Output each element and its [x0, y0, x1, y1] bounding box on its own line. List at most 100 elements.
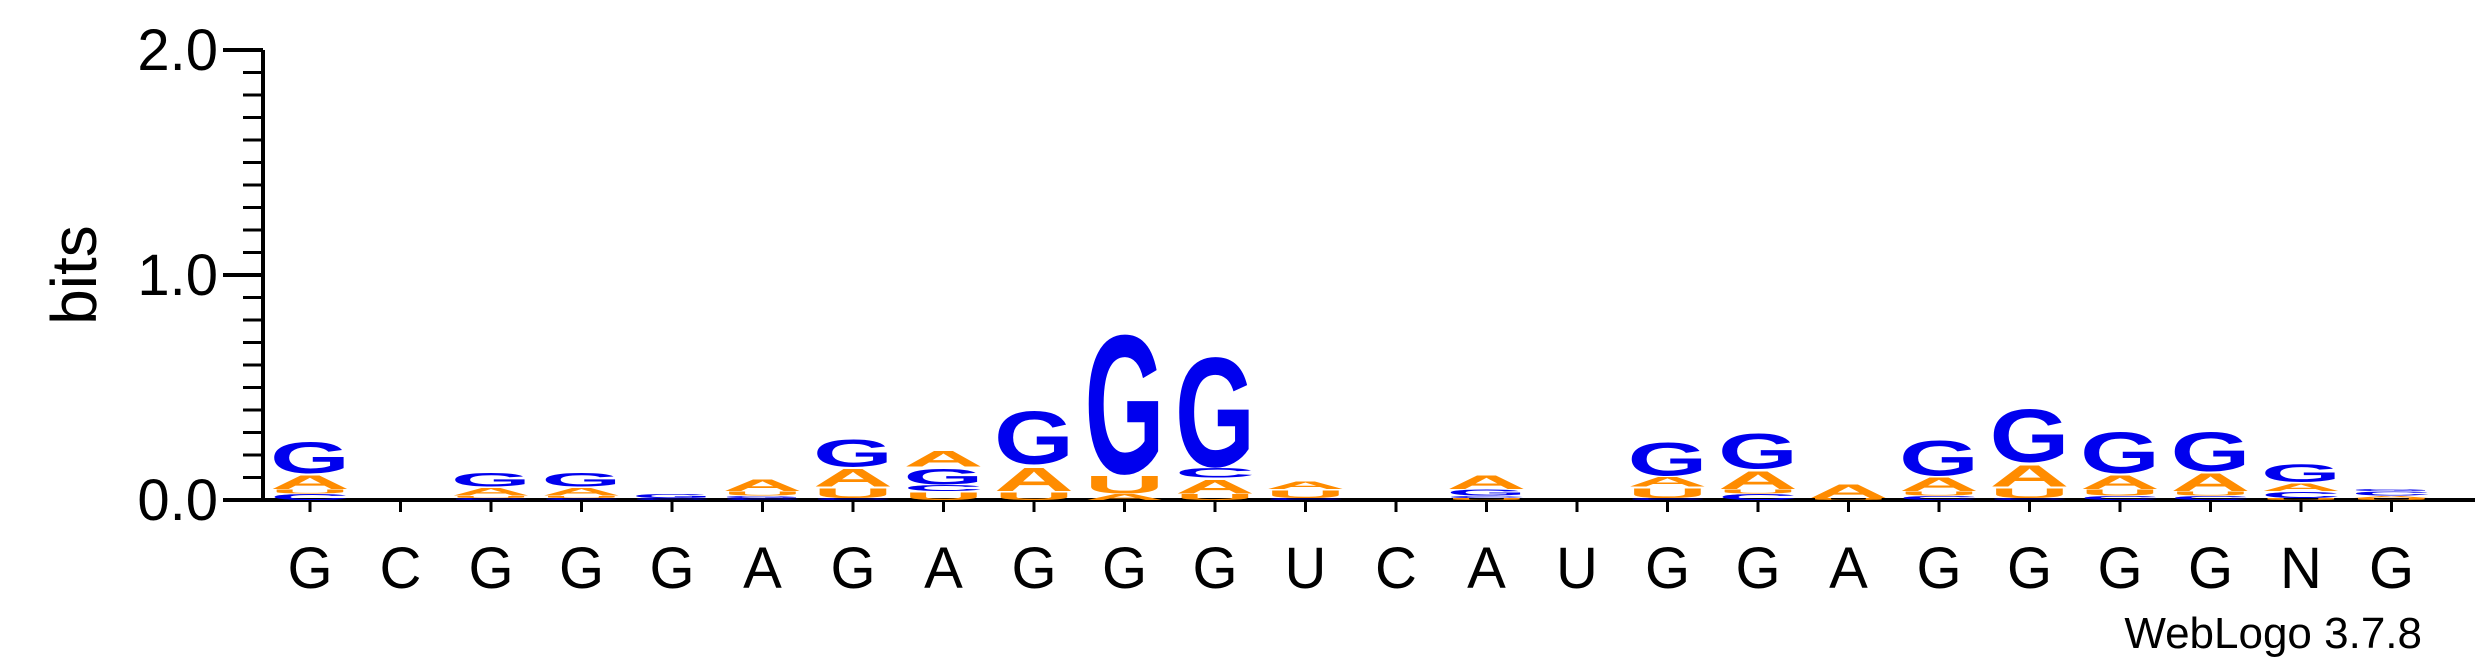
logo-letter-u: U: [1085, 471, 1165, 499]
x-tick-label: U: [1285, 536, 1327, 601]
logo-letter-a: A: [1899, 473, 1979, 495]
x-tick-label: N: [2280, 536, 2322, 601]
logo-letter-a: A: [1990, 459, 2070, 493]
logo-letter-a: A: [1809, 480, 1889, 502]
logo-letter-c: C: [813, 497, 893, 500]
logo-letter-u: U: [2261, 497, 2341, 500]
logo-letter-c: C: [1899, 495, 1979, 501]
x-tick-label: C: [380, 536, 422, 601]
logo-letter-a: A: [270, 471, 350, 493]
logo-letter-g: G: [1447, 488, 1527, 497]
logo-letter-a: A: [1084, 492, 1164, 501]
x-tick-label: G: [2369, 536, 2414, 601]
logo-letter-c: C: [451, 497, 531, 500]
x-tick-label: G: [649, 536, 694, 601]
logo-letter-a: A: [2261, 481, 2341, 493]
logo-letter-c: C: [1266, 497, 1346, 500]
logo-letter-c: C: [632, 497, 712, 500]
x-tick-label: A: [1467, 536, 1506, 601]
x-tick-label: G: [1011, 536, 1056, 601]
logo-letter-a: A: [2080, 471, 2160, 493]
x-tick-label: G: [559, 536, 604, 601]
logo-letter-u: U: [813, 485, 893, 501]
y-axis-label: bits: [38, 225, 110, 325]
logo-letter-g: G: [1718, 424, 1798, 480]
logo-letter-g: G: [2080, 420, 2160, 486]
logo-letter-a: A: [1447, 471, 1527, 493]
y-tick-label: 1.0: [137, 243, 218, 308]
x-tick-label: G: [2007, 536, 2052, 601]
logo-letter-g: G: [994, 396, 1074, 480]
logo-letter-c: C: [2261, 490, 2341, 499]
logo-letter-a: A: [1175, 476, 1255, 498]
weblogo-credit: WebLogo 3.7.8: [2124, 609, 2422, 658]
logo-letter-u: U: [451, 495, 531, 498]
x-tick-label: G: [1916, 536, 1961, 601]
logo-letter-u: U: [270, 488, 350, 494]
logo-letter-g: G: [2171, 420, 2251, 483]
logo-letter-u: U: [1989, 485, 2069, 501]
y-tick-label: 2.0: [137, 18, 218, 83]
logo-letter-g: G: [270, 432, 350, 482]
logo-letter-u: U: [542, 495, 622, 498]
logo-letter-a: A: [541, 485, 621, 497]
logo-letter-a: A: [1265, 479, 1345, 491]
x-tick-label: G: [468, 536, 513, 601]
logo-letter-c: C: [1990, 497, 2070, 500]
logo-letter-c: C: [1447, 495, 1527, 498]
logo-letter-c: C: [2171, 495, 2251, 501]
logo-letter-u: U: [903, 490, 983, 502]
logo-letter-c: C: [542, 497, 622, 500]
logo-letter-g: G: [2261, 459, 2341, 487]
logo-letter-g: G: [1990, 394, 2070, 478]
logo-letter-g: G: [1628, 433, 1708, 486]
logo-letter-g: G: [1175, 326, 1255, 501]
logo-letter-a: A: [1627, 474, 1707, 490]
x-tick-label: C: [1375, 536, 1417, 601]
logo-letter-c: C: [270, 492, 350, 501]
logo-letter-g: G: [451, 469, 531, 491]
x-tick-label: G: [1645, 536, 1690, 601]
logo-letter-u: U: [2171, 490, 2251, 496]
y-tick-label: 0.0: [137, 468, 218, 533]
logo-letter-u: U: [1809, 497, 1889, 500]
logo-letter-g: G: [1085, 295, 1165, 516]
logo-letter-g: G: [813, 432, 893, 475]
logo-letter-g: G: [2352, 489, 2432, 492]
logo-letter-g: G: [904, 464, 984, 489]
logo-letter-c: C: [723, 497, 803, 500]
x-tick-label: G: [1735, 536, 1780, 601]
logo-letter-c: C: [1628, 497, 1708, 500]
logo-letter-g: G: [542, 469, 622, 491]
x-tick-label: G: [1102, 536, 1147, 601]
logo-letter-c: C: [1718, 492, 1798, 501]
x-tick-label: A: [924, 536, 963, 601]
logo-letter-a: A: [904, 446, 984, 471]
logo-letter-a: A: [2352, 495, 2432, 498]
logo-letter-c: C: [903, 483, 983, 492]
logo-letter-a: A: [1718, 466, 1798, 494]
logo-letter-g: G: [723, 495, 803, 498]
logo-letter-a: A: [723, 476, 803, 495]
x-tick-label: G: [2188, 536, 2233, 601]
x-tick-label: U: [1556, 536, 1598, 601]
logo-letter-u: U: [2352, 497, 2432, 500]
logo-letter-a: A: [2171, 468, 2251, 496]
logo-letter-u: U: [723, 490, 803, 496]
x-tick-label: A: [1829, 536, 1868, 601]
x-tick-label: G: [1192, 536, 1237, 601]
y-ticks: 0.0 1.0 2.0: [137, 18, 263, 533]
logo-letter-u: U: [2080, 488, 2160, 497]
logo-letter-c: C: [2080, 495, 2160, 501]
x-tick-label: G: [2097, 536, 2142, 601]
logo-letter-g: G: [632, 493, 712, 499]
x-tick-label: A: [743, 536, 782, 601]
logo-letter-u: U: [1718, 488, 1798, 494]
logo-letter-u: U: [1265, 488, 1345, 500]
x-tick-label: G: [830, 536, 875, 601]
logo-letter-c: C: [1175, 465, 1255, 481]
logo-letter-u: U: [1627, 485, 1707, 501]
